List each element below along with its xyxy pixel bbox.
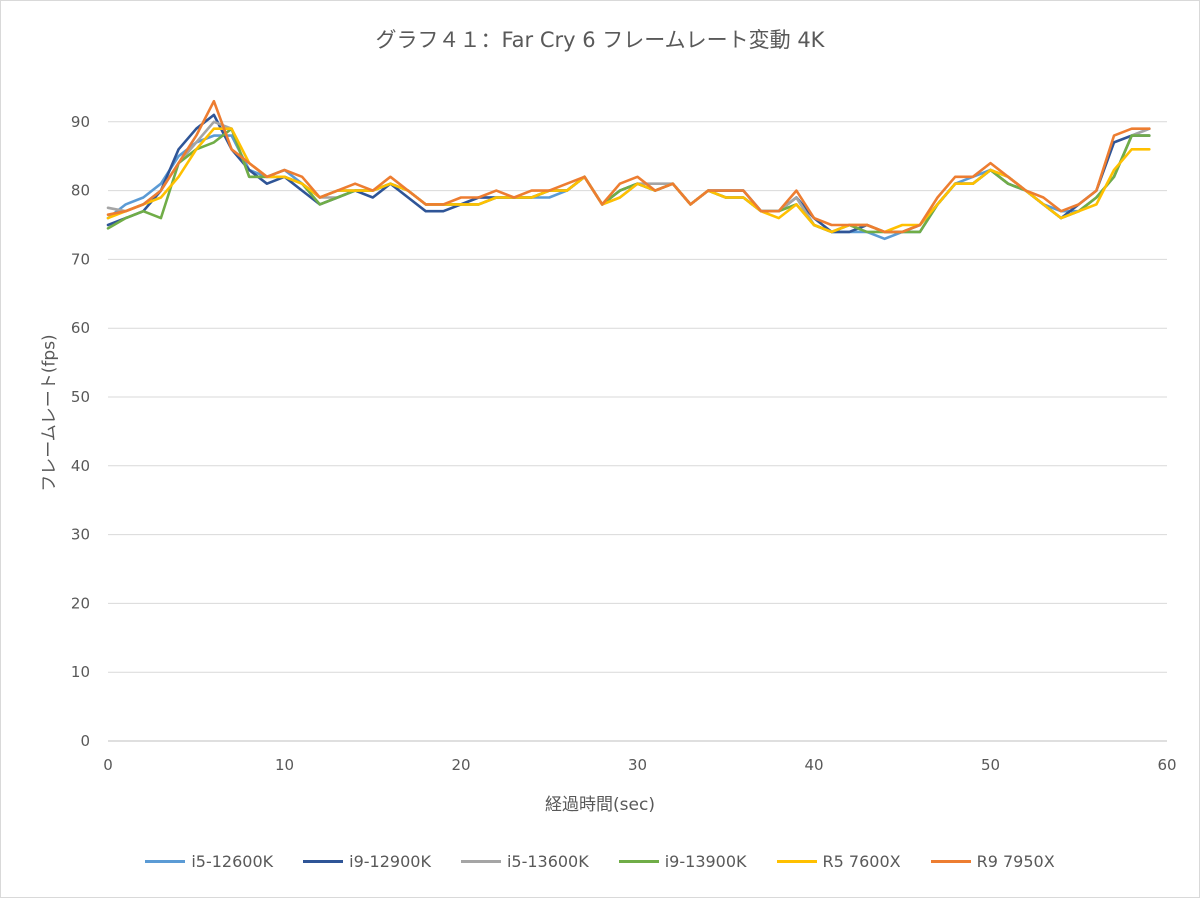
y-tick-label: 90: [71, 113, 90, 131]
y-tick-label: 0: [80, 732, 90, 750]
legend-swatch: [303, 860, 344, 863]
x-axis-label: 経過時間(sec): [545, 795, 655, 815]
y-tick-label: 50: [71, 388, 90, 406]
y-tick-label: 30: [71, 526, 90, 544]
legend: i5-12600K i9-12900K i5-13600K i9-13900K R5 7…: [0, 852, 1200, 871]
legend-entry: R5 7600X: [776, 852, 901, 871]
series-line-r5-7600x: [106, 127, 1151, 234]
y-tick-label: 70: [71, 250, 90, 268]
x-tick-label: 0: [103, 756, 113, 774]
legend-label: i5-13600K: [506, 852, 589, 871]
x-tick-label: 20: [451, 756, 470, 774]
y-tick-label: 60: [71, 319, 90, 337]
legend-entry: i5-12600K: [145, 852, 273, 871]
legend-entry: i5-13600K: [460, 852, 589, 871]
legend-entry: R9 7950X: [930, 852, 1055, 871]
legend-label: i9-13900K: [664, 852, 747, 871]
y-tick-label: 20: [71, 594, 90, 612]
x-tick-label: 60: [1157, 756, 1176, 774]
x-tick-label: 10: [275, 756, 294, 774]
legend-label: i9-12900K: [349, 852, 431, 871]
legend-swatch: [460, 860, 501, 863]
series-line-i5-12600k: [106, 127, 1151, 241]
legend-swatch: [776, 860, 817, 863]
x-tick-label: 40: [804, 756, 823, 774]
y-tick-label: 80: [71, 182, 90, 200]
legend-entry: i9-13900K: [618, 852, 747, 871]
chart-title: グラフ４１：Far Cry 6 フレームレート変動 4K: [375, 28, 825, 52]
legend-label: i5-12600K: [191, 852, 274, 871]
y-tick-label: 10: [71, 663, 90, 681]
y-tick-label: 40: [71, 457, 90, 475]
legend-swatch: [145, 860, 186, 863]
legend-swatch: [618, 860, 659, 863]
x-tick-label: 50: [981, 756, 1000, 774]
series-line-r9-7950x: [106, 99, 1151, 234]
legend-swatch: [930, 860, 971, 863]
legend-label: R5 7600X: [822, 852, 901, 871]
x-tick-label: 30: [628, 756, 647, 774]
legend-label: R9 7950X: [976, 852, 1055, 871]
legend-entry: i9-12900K: [303, 852, 431, 871]
